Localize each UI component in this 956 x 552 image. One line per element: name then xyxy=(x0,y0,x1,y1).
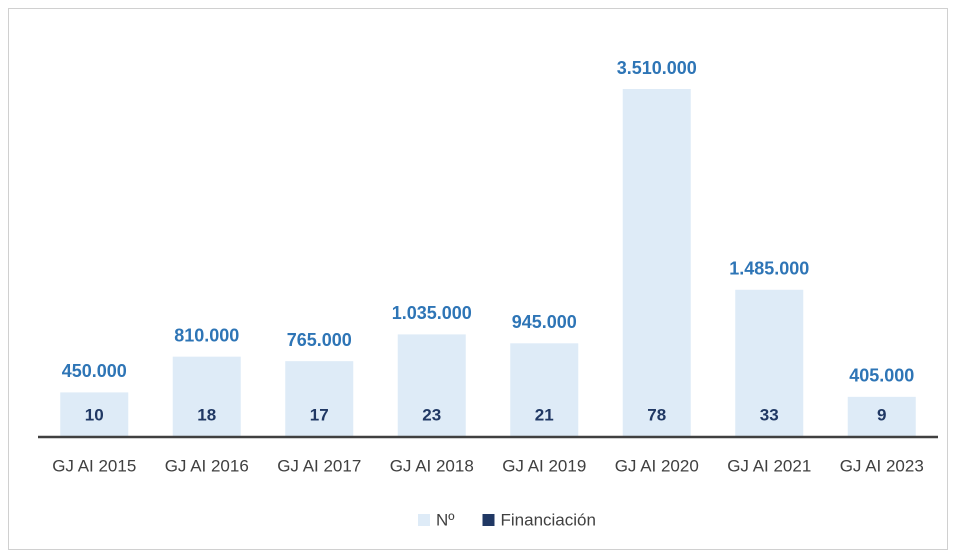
legend-label: Financiación xyxy=(501,510,596,529)
count-label: 18 xyxy=(197,405,216,424)
x-tick-label: GJ AI 2019 xyxy=(502,456,586,475)
value-label: 1.035.000 xyxy=(392,303,472,323)
count-label: 10 xyxy=(85,405,104,424)
count-label: 78 xyxy=(647,405,666,424)
x-tick-label: GJ AI 2018 xyxy=(390,456,474,475)
x-tick-label: GJ AI 2016 xyxy=(165,456,249,475)
count-label: 23 xyxy=(422,405,441,424)
x-tick-label: GJ AI 2015 xyxy=(52,456,136,475)
count-label: 33 xyxy=(760,405,779,424)
legend-swatch xyxy=(482,514,495,526)
value-label: 945.000 xyxy=(512,312,577,332)
x-tick-label: GJ AI 2020 xyxy=(615,456,699,475)
bar xyxy=(285,361,354,437)
bar xyxy=(847,396,916,437)
chart-frame xyxy=(8,8,948,550)
bar xyxy=(510,343,579,437)
x-tick-label: GJ AI 2017 xyxy=(277,456,361,475)
value-label: 810.000 xyxy=(174,325,239,345)
value-label: 3.510.000 xyxy=(617,58,697,78)
bar xyxy=(60,392,129,437)
value-label: 1.485.000 xyxy=(729,259,809,279)
count-label: 21 xyxy=(535,405,554,424)
value-label: 450.000 xyxy=(62,361,127,381)
value-label: 765.000 xyxy=(287,330,352,350)
x-tick-label: GJ AI 2021 xyxy=(727,456,811,475)
legend-swatch xyxy=(418,514,430,526)
bar xyxy=(622,89,691,437)
bar xyxy=(172,356,241,437)
bar xyxy=(735,289,804,437)
value-label: 405.000 xyxy=(849,366,914,386)
count-label: 9 xyxy=(877,405,886,424)
legend-label: Nº xyxy=(436,510,455,529)
count-label: 17 xyxy=(310,405,329,424)
bar xyxy=(397,334,466,437)
x-tick-label: GJ AI 2023 xyxy=(840,456,924,475)
